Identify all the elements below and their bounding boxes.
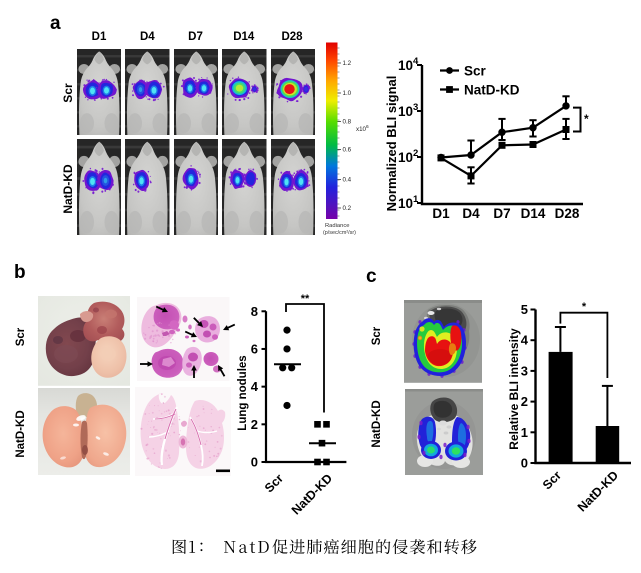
svg-text:NatD-KD: NatD-KD <box>464 83 520 98</box>
svg-text:3: 3 <box>521 363 528 378</box>
svg-text:1.0: 1.0 <box>343 90 352 97</box>
svg-text:3: 3 <box>413 102 418 113</box>
svg-text:0.2: 0.2 <box>343 205 352 212</box>
svg-text:NatD-KD: NatD-KD <box>575 468 621 514</box>
svg-text:**: ** <box>301 293 310 305</box>
svg-text:(p/sec/cm²/sr): (p/sec/cm²/sr) <box>323 230 356 236</box>
svg-text:*: * <box>582 301 587 313</box>
svg-text:D28: D28 <box>555 206 580 221</box>
svg-text:10: 10 <box>398 150 413 165</box>
svg-text:6: 6 <box>251 341 258 356</box>
svg-text:0.6: 0.6 <box>343 147 352 154</box>
svg-text:*: * <box>584 112 589 126</box>
svg-text:0.8: 0.8 <box>343 119 352 126</box>
svg-text:D14: D14 <box>521 206 546 221</box>
svg-text:5: 5 <box>521 302 528 317</box>
svg-text:10: 10 <box>398 196 413 211</box>
svg-text:10: 10 <box>398 58 413 73</box>
svg-text:Scr: Scr <box>540 468 564 492</box>
svg-text:0.4: 0.4 <box>343 177 352 184</box>
svg-text:Radiance: Radiance <box>325 223 350 229</box>
svg-text:Scr: Scr <box>464 64 487 79</box>
svg-text:4: 4 <box>521 333 529 348</box>
svg-text:2: 2 <box>413 148 418 159</box>
svg-text:D4: D4 <box>462 206 480 221</box>
svg-text:4: 4 <box>251 379 259 394</box>
svg-text:2: 2 <box>521 394 528 409</box>
svg-text:1.2: 1.2 <box>343 60 352 67</box>
svg-text:6: 6 <box>366 124 369 130</box>
svg-text:1: 1 <box>521 425 528 440</box>
svg-text:0: 0 <box>251 455 258 470</box>
svg-text:D1: D1 <box>432 206 450 221</box>
svg-text:8: 8 <box>251 304 258 319</box>
svg-text:x10: x10 <box>356 126 367 133</box>
svg-text:1: 1 <box>413 194 419 205</box>
svg-text:Scr: Scr <box>262 471 286 495</box>
svg-text:0: 0 <box>521 456 528 471</box>
svg-text:D7: D7 <box>493 206 510 221</box>
svg-text:2: 2 <box>251 417 258 432</box>
svg-text:NatD-KD: NatD-KD <box>289 471 335 517</box>
svg-text:4: 4 <box>413 56 419 67</box>
svg-text:10: 10 <box>398 104 413 119</box>
